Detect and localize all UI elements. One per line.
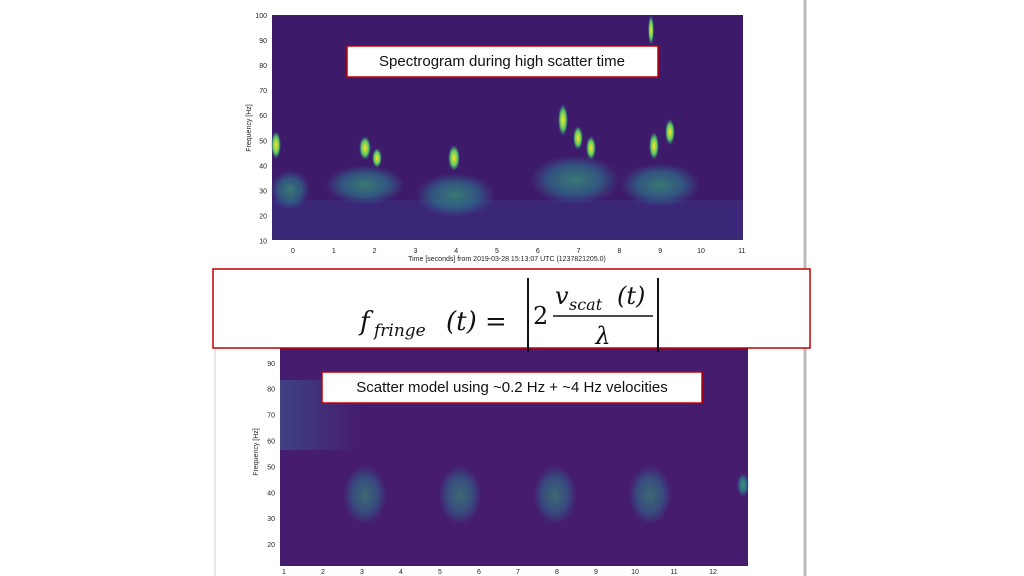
y-tick-label: 70 <box>259 88 267 95</box>
y-tick-label: 20 <box>267 542 275 549</box>
y-tick-label: 60 <box>259 113 267 120</box>
x-tick-label: 6 <box>536 248 540 255</box>
formula-den: λ <box>594 322 610 350</box>
formula-num: v <box>555 282 569 310</box>
x-tick-label: 1 <box>332 248 336 255</box>
x-tick-label: 4 <box>399 569 403 576</box>
x-tick-label: 5 <box>495 248 499 255</box>
x-tick-label: 7 <box>577 248 581 255</box>
x-tick-label: 2 <box>373 248 377 255</box>
y-tick-label: 30 <box>259 189 267 196</box>
x-tick-label: 8 <box>617 248 621 255</box>
y-tick-label: 100 <box>255 13 267 20</box>
y-tick-label: 80 <box>259 63 267 70</box>
x-tick-label: 2 <box>321 569 325 576</box>
formula-box <box>212 268 811 349</box>
x-tick-label: 4 <box>454 248 458 255</box>
x-tick-label: 3 <box>360 569 364 576</box>
y-tick-label: 90 <box>267 361 275 368</box>
x-tick-label: 10 <box>697 248 705 255</box>
y-tick-label: 30 <box>267 516 275 523</box>
y-tick-label: 90 <box>259 38 267 45</box>
formula-coef: 2 <box>533 302 548 330</box>
caption: Spectrogram during high scatter time <box>379 53 625 70</box>
y-axis-label: Frequency [Hz] <box>246 104 253 152</box>
formula-num-arg: (t) <box>617 282 645 310</box>
x-tick-label: 1 <box>282 569 286 576</box>
y-tick-label: 60 <box>267 439 275 446</box>
x-tick-label: 9 <box>658 248 662 255</box>
x-axis-label: Time [seconds] from 2019-03-28 15:13:07 … <box>408 256 606 263</box>
x-tick-label: 3 <box>413 248 417 255</box>
y-tick-label: 10 <box>259 239 267 246</box>
y-tick-label: 50 <box>267 464 275 471</box>
formula-sub: fringe <box>372 321 426 341</box>
formula: f fringe (t) = 2 v scat (t) λ <box>358 278 659 352</box>
x-tick-label: 9 <box>594 569 598 576</box>
y-tick-label: 50 <box>259 138 267 145</box>
formula-num-sub: scat <box>569 295 603 314</box>
x-tick-label: 10 <box>631 569 639 576</box>
caption-box <box>346 45 659 78</box>
y-tick-label: 40 <box>267 490 275 497</box>
x-tick-label: 5 <box>438 569 442 576</box>
x-tick-label: 6 <box>477 569 481 576</box>
x-tick-label: 12 <box>709 569 717 576</box>
caption: Scatter model using ~0.2 Hz + ~4 Hz velo… <box>356 379 667 396</box>
y-tick-label: 20 <box>259 214 267 221</box>
x-tick-label: 7 <box>516 569 520 576</box>
y-tick-label: 70 <box>267 413 275 420</box>
caption-box <box>321 371 703 404</box>
formula-arg: (t) = <box>446 307 507 337</box>
x-tick-label: 11 <box>738 248 745 255</box>
y-tick-label: 80 <box>267 387 275 394</box>
x-tick-label: 0 <box>291 248 295 255</box>
y-tick-label: 40 <box>259 163 267 170</box>
y-axis-label: Frequency [Hz] <box>253 428 260 476</box>
x-tick-label: 11 <box>670 569 677 576</box>
x-tick-label: 8 <box>555 569 559 576</box>
